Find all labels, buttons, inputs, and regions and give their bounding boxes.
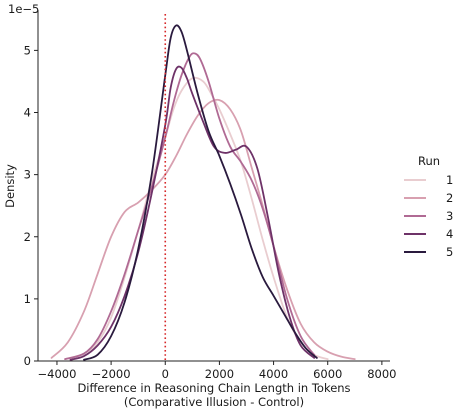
x-axis-label-line2: (Comparative Illusion - Control): [124, 395, 304, 409]
series-line-run-1: [64, 76, 329, 361]
x-axis: −4000 −2000 0 2000 4000 6000 8000: [38, 361, 397, 381]
x-tick-label: 6000: [313, 367, 342, 381]
series-line-run-2: [50, 98, 356, 361]
legend-label-run-1: 1: [446, 173, 453, 187]
y-tick-label: 4: [24, 106, 31, 120]
x-tick-label: 2000: [205, 367, 234, 381]
y-axis: 0 1 2 3 4 5: [24, 43, 38, 368]
series-lines: [50, 24, 356, 361]
legend: Run 1 2 3 4 5: [404, 154, 453, 259]
x-tick-label: 8000: [367, 367, 396, 381]
x-tick-label: −2000: [92, 367, 131, 381]
y-tick-label: 0: [24, 354, 31, 368]
legend-label-run-3: 3: [446, 209, 453, 223]
series-line-run-5: [83, 24, 318, 361]
y-offset-label: 1e−5: [8, 2, 39, 16]
series-line-run-3: [64, 52, 316, 361]
x-tick-label: 4000: [259, 367, 288, 381]
legend-label-run-5: 5: [446, 245, 453, 259]
y-tick-label: 3: [24, 168, 31, 182]
x-tick-label: 0: [162, 367, 169, 381]
y-axis-label: Density: [3, 164, 17, 208]
y-tick-label: 1: [24, 292, 31, 306]
legend-title: Run: [418, 154, 440, 168]
x-axis-label: Difference in Reasoning Chain Length in …: [77, 381, 350, 395]
legend-label-run-4: 4: [446, 227, 453, 241]
series-line-run-4: [69, 65, 316, 361]
y-tick-label: 2: [24, 230, 31, 244]
x-tick-label: −4000: [38, 367, 77, 381]
legend-label-run-2: 2: [446, 191, 453, 205]
y-tick-label: 5: [24, 43, 31, 57]
